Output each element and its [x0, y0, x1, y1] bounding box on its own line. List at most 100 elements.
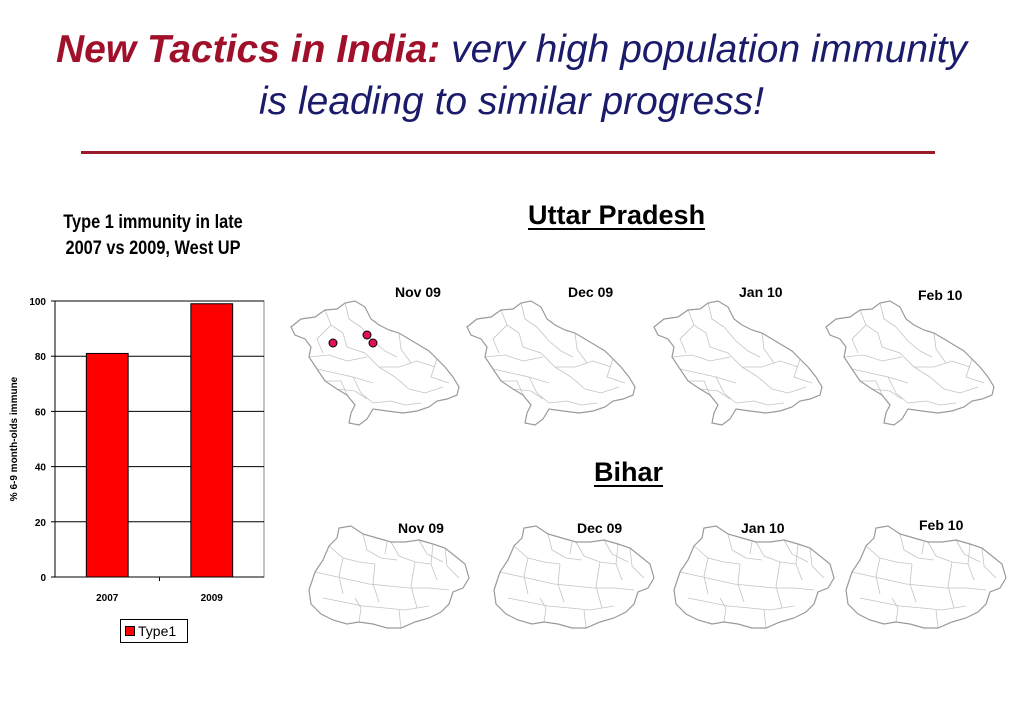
bihar-map-district-border: [595, 561, 603, 609]
up-map-district-border: [687, 309, 711, 348]
up-map-district-border: [735, 400, 785, 406]
bihar-map-district-border: [430, 543, 438, 581]
up-map-district-border: [895, 326, 933, 358]
up-map-district-border: [325, 380, 348, 396]
y-tick-label: 0: [40, 573, 46, 584]
up-map-district-border: [881, 346, 931, 378]
up-month-label-nov09: Nov 09: [395, 284, 441, 300]
bihar-map-district-border: [539, 597, 547, 623]
bihar-map-feb10: [845, 525, 1007, 629]
up-map-district-border: [520, 302, 538, 328]
bihar-map-district-border: [795, 543, 803, 581]
uttar-pradesh-title: Uttar Pradesh: [528, 200, 706, 230]
chart-title: Type 1 immunity in late 2007 vs 2009, We…: [63, 212, 243, 259]
up-map-district-border: [671, 354, 731, 362]
bihar-map-district-border: [687, 597, 795, 611]
up-map-district-border: [907, 400, 957, 406]
bar-2007: [85, 352, 129, 578]
title-divider: [81, 151, 935, 154]
bihar-map-district-border: [547, 533, 583, 561]
up-map-district-border: [887, 376, 909, 404]
y-tick-label: 40: [35, 463, 47, 474]
bihar-map-district-border: [418, 539, 444, 563]
bihar-map-district-border: [384, 541, 388, 555]
bihar-month-label-feb10: Feb 10: [919, 517, 964, 533]
bihar-map-district-border: [328, 545, 376, 565]
up-map-district-border: [501, 380, 524, 396]
up-map-jan10: [653, 300, 823, 426]
chart-legend: Type1: [120, 619, 188, 643]
bihar-map-jan10: [673, 525, 835, 629]
up-map-district-border: [715, 376, 737, 404]
bihar-map-district-border: [981, 547, 997, 579]
bihar-map-state-outline: [308, 525, 470, 629]
legend-label: Type1: [138, 623, 177, 639]
bihar-map-district-border: [859, 597, 967, 611]
bihar-map-district-border: [372, 563, 380, 603]
legend-swatch: [125, 626, 135, 636]
bihar-map-district-border: [727, 533, 763, 561]
up-map-district-border: [500, 309, 524, 348]
bihar-month-label-nov09: Nov 09: [398, 520, 444, 536]
up-map-district-border: [859, 309, 883, 348]
bihar-map-district-border: [927, 541, 969, 565]
bihar-map-district-border: [362, 533, 398, 561]
bihar-map-district-border: [557, 563, 565, 603]
slide-title-rest: very high population immunity is leading…: [258, 28, 968, 123]
bihar-map-state-outline: [673, 525, 835, 629]
up-map-district-border: [606, 358, 626, 384]
bihar-map-district-border: [390, 541, 432, 565]
bihar-month-label-dec09: Dec 09: [577, 520, 623, 536]
up-map-district-border: [536, 326, 574, 358]
up-map-district-border: [851, 368, 909, 384]
up-map-district-border: [688, 380, 711, 396]
bihar-map-nov09: [308, 525, 470, 629]
bihar-map-district-border: [955, 539, 981, 563]
bihar-map-district-border: [763, 609, 767, 629]
up-month-label-feb10: Feb 10: [918, 287, 963, 303]
bar-2009: [190, 303, 234, 578]
up-map-district-border: [679, 368, 737, 384]
up-map-district-border: [723, 326, 761, 358]
bihar-map-dec09: [493, 525, 655, 629]
polio-case-marker: [328, 338, 338, 348]
up-map-district-border: [860, 380, 883, 396]
bihar-map-district-border: [629, 547, 645, 579]
slide-title-lead: New Tactics in India:: [55, 28, 441, 71]
up-map-district-border: [316, 368, 374, 384]
up-map-district-border: [528, 376, 550, 404]
up-map-district-border: [929, 376, 979, 394]
immunity-bar-chart: 0 20 40 60 80 100 2007 2009 % 6-9 month-olds imm…: [9, 297, 265, 604]
up-map-district-border: [933, 332, 947, 364]
up-map-district-border: [522, 346, 572, 378]
bihar-map-district-border: [679, 571, 815, 591]
bihar-map-district-border: [507, 597, 615, 611]
up-map-district-border: [379, 360, 436, 368]
bihar-map-state-outline: [845, 525, 1007, 629]
up-month-label-dec09: Dec 09: [568, 284, 614, 300]
bihar-title: Bihar: [594, 457, 664, 487]
bihar-map-district-border: [322, 597, 430, 611]
up-map-district-border: [761, 332, 775, 364]
up-map-nov09: [290, 300, 460, 426]
up-month-label-jan10: Jan 10: [739, 284, 783, 300]
bihar-map-district-border: [865, 545, 913, 565]
bihar-map-district-border: [513, 545, 561, 565]
bihar-map-district-border: [569, 541, 573, 555]
up-map-feb10: [825, 300, 995, 426]
bihar-map-district-border: [851, 571, 987, 591]
bihar-map-district-border: [899, 533, 935, 561]
bihar-map-district-border: [398, 609, 402, 629]
up-map-district-border: [570, 376, 620, 394]
up-map-state-outline: [290, 300, 460, 426]
up-map-district-border: [574, 332, 588, 364]
up-map-district-border: [879, 302, 897, 328]
up-map-district-border: [843, 354, 903, 362]
up-map-district-border: [851, 324, 867, 354]
y-tick-label: 60: [35, 407, 47, 418]
up-map-district-border: [344, 302, 362, 328]
up-map-district-border: [430, 358, 450, 384]
up-map-district-border: [398, 332, 412, 364]
up-map-district-border: [484, 354, 544, 362]
bihar-map-district-border: [583, 609, 587, 629]
